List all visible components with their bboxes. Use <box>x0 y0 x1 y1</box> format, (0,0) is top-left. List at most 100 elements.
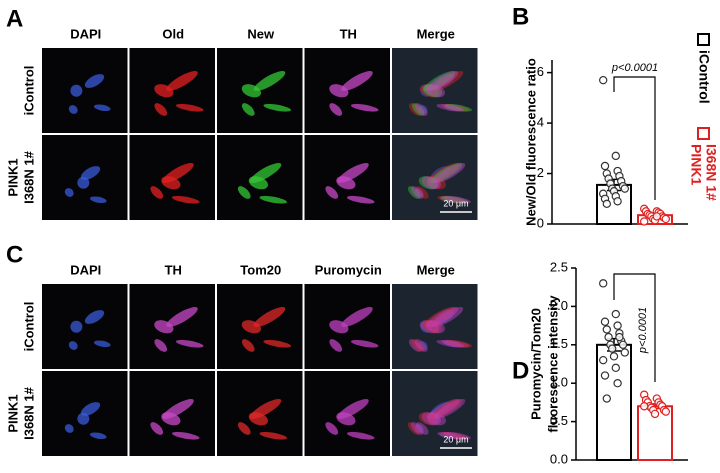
column-label: Merge <box>417 26 455 41</box>
data-point <box>613 379 622 388</box>
cell-signal <box>426 307 459 327</box>
cell-signal <box>337 399 369 419</box>
cell-signal <box>408 103 422 116</box>
data-point <box>611 309 621 319</box>
cell-signal <box>237 422 251 435</box>
column-label: DAPI <box>70 262 101 277</box>
cell-signal <box>421 176 441 190</box>
data-point <box>652 212 662 221</box>
cell-signal <box>341 71 373 91</box>
cell-signal <box>89 432 107 440</box>
cell-signal <box>263 339 292 348</box>
data-point <box>602 394 612 403</box>
data-point <box>615 332 624 342</box>
data-point <box>599 279 608 288</box>
cell-signal <box>414 188 424 197</box>
cell-signal <box>427 163 460 183</box>
data-point <box>620 348 630 357</box>
data-point <box>640 217 649 226</box>
column-label: DAPI <box>70 26 101 41</box>
column-label: Old <box>162 26 184 41</box>
cell-signal <box>325 186 339 199</box>
data-point <box>613 321 622 330</box>
cell-signal <box>70 84 83 97</box>
scale-bar-label: 20 μm <box>443 198 468 208</box>
y-tick-label: 6 <box>537 64 544 79</box>
scale-bar-label: 20 μm <box>443 434 468 444</box>
cell-signal <box>350 339 379 348</box>
micrograph <box>42 48 128 133</box>
cell-signal <box>443 340 461 348</box>
significance-bracket <box>613 273 656 382</box>
cell-signal <box>433 399 466 419</box>
cell-signal <box>437 431 466 440</box>
cell-signal <box>337 163 369 183</box>
cell-signal <box>329 339 343 352</box>
cell-signal <box>410 186 424 199</box>
legend-label: I368N 1# <box>703 144 719 201</box>
cell-signal <box>420 84 433 97</box>
cell-signal <box>418 341 428 350</box>
data-point <box>599 75 608 85</box>
cell-signal <box>434 310 455 324</box>
cell-signal <box>89 196 107 204</box>
cell-signal <box>410 422 424 435</box>
cell-signal <box>68 341 78 350</box>
p-value: p<0.0001 <box>611 62 658 74</box>
cell-signal <box>415 422 429 435</box>
cell-signal <box>154 103 168 116</box>
panel-letter: D <box>512 357 529 384</box>
cell-signal <box>241 339 255 352</box>
cell-signal <box>439 196 457 204</box>
cell-signal <box>430 163 463 183</box>
column-label: New <box>247 26 275 41</box>
cell-signal <box>444 339 473 348</box>
cell-signal <box>249 399 282 419</box>
micrograph <box>392 48 478 133</box>
cell-signal <box>84 74 105 88</box>
significance-bracket <box>613 76 656 200</box>
cell-signal <box>350 103 379 112</box>
cell-signal <box>425 84 445 98</box>
cell-signal <box>441 339 470 348</box>
panel-letter: B <box>512 3 529 30</box>
cell-signal <box>162 163 194 183</box>
cell-signal <box>426 71 459 91</box>
cell-signal <box>64 188 74 197</box>
cell-signal <box>346 431 375 440</box>
column-label: Merge <box>417 262 455 277</box>
cell-signal <box>423 71 456 91</box>
cell-signal <box>426 176 446 190</box>
cell-signal <box>444 103 473 112</box>
y-tick-label: 2 <box>537 165 544 180</box>
cell-signal <box>411 339 425 352</box>
cell-signal <box>443 431 472 440</box>
cell-signal <box>80 166 101 180</box>
cell-signal <box>407 422 421 435</box>
micrograph <box>42 284 128 369</box>
row-label: iControl <box>21 66 36 116</box>
cell-signal <box>423 307 456 327</box>
cell-signal <box>241 103 255 116</box>
data-point <box>609 352 619 361</box>
cell-signal <box>70 320 83 333</box>
y-tick-label: 0 <box>537 215 544 230</box>
y-axis-label: New/Old fluorescence ratio <box>523 58 538 226</box>
data-point <box>613 197 622 206</box>
y-tick-label: 2.0 <box>550 298 568 313</box>
column-label: Tom20 <box>240 262 281 277</box>
cell-signal <box>414 103 428 116</box>
cell-signal <box>430 402 451 416</box>
cell-signal <box>431 307 464 327</box>
panel-letter: A <box>6 5 23 32</box>
cell-signal <box>440 195 469 204</box>
data-point <box>600 161 610 171</box>
cell-signal <box>325 422 339 435</box>
cell-signal <box>171 431 200 440</box>
legend-swatch <box>697 127 710 140</box>
data-point <box>611 363 621 373</box>
cell-signal <box>150 186 164 199</box>
row-label: PINK1 <box>5 158 20 196</box>
data-point <box>604 332 613 342</box>
